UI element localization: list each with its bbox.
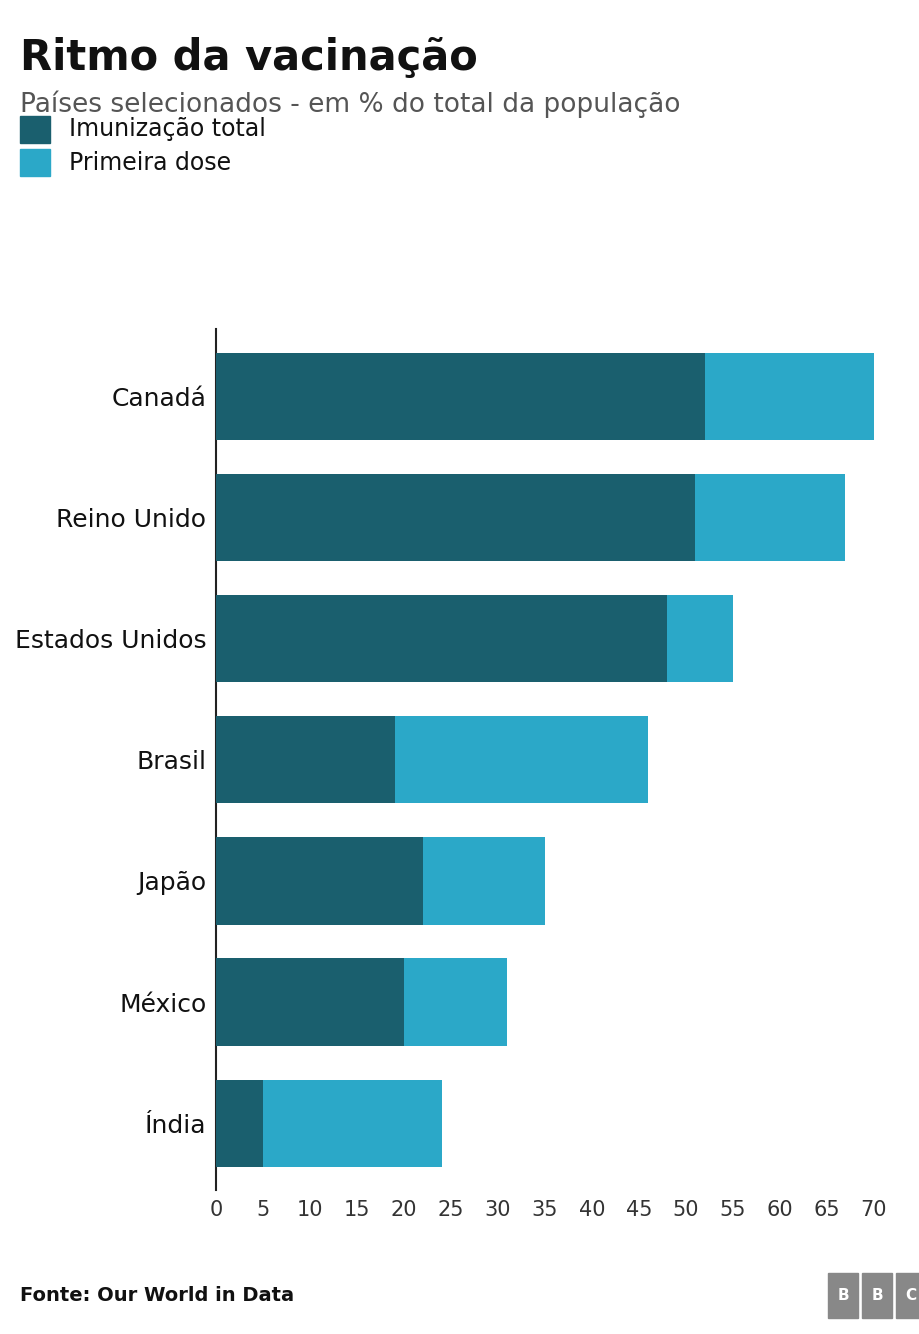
Bar (666, 595, 732, 682)
Bar (423, 838, 544, 924)
Bar (827, 1273, 857, 1318)
Text: B: B (836, 1287, 848, 1303)
Text: Fonte: Our World in Data: Fonte: Our World in Data (20, 1286, 294, 1305)
Text: Imunização total: Imunização total (69, 117, 266, 141)
Bar (216, 838, 423, 924)
Bar (216, 352, 704, 440)
Text: B: B (870, 1287, 882, 1303)
Bar (403, 958, 506, 1046)
Bar (216, 716, 394, 803)
Text: Países selecionados - em % do total da população: Países selecionados - em % do total da p… (20, 91, 680, 119)
Bar (704, 352, 873, 440)
Bar (216, 474, 695, 562)
Bar (216, 1079, 263, 1167)
Text: C: C (904, 1287, 916, 1303)
Bar (216, 958, 403, 1046)
Bar (263, 1079, 441, 1167)
Bar (695, 474, 845, 562)
Text: Primeira dose: Primeira dose (69, 151, 231, 175)
Bar (216, 595, 666, 682)
Bar (861, 1273, 891, 1318)
Text: Ritmo da vacinação: Ritmo da vacinação (20, 37, 478, 79)
Bar (394, 716, 648, 803)
Bar (895, 1273, 919, 1318)
